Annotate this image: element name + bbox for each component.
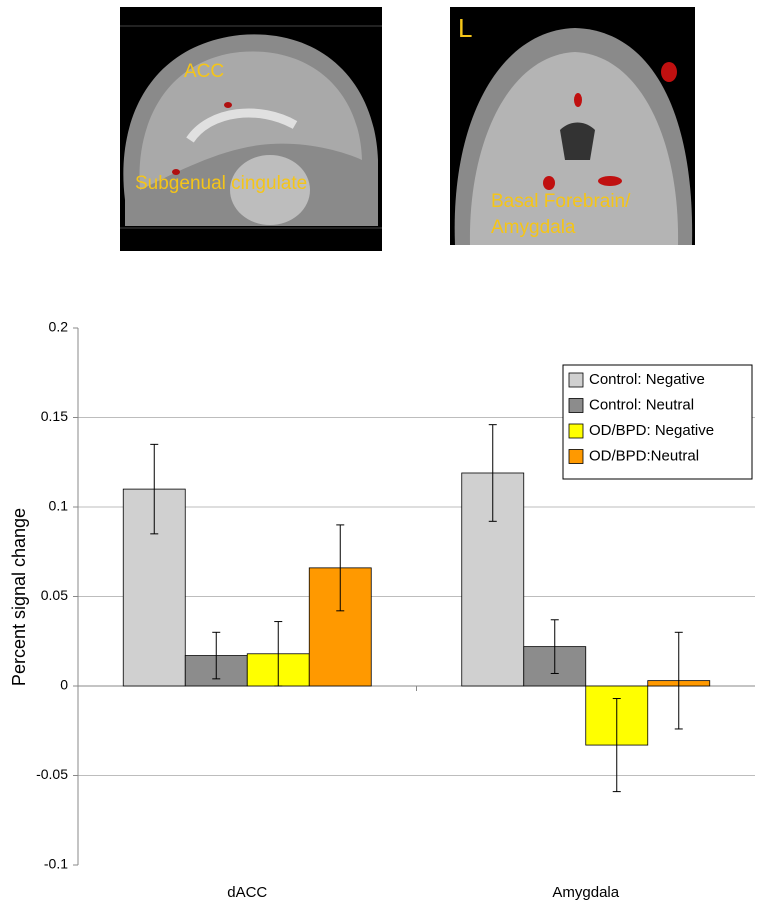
- legend-swatch: [568, 398, 584, 413]
- brain-cortex: [139, 51, 362, 191]
- legend-box: [562, 364, 753, 480]
- error-bar: [550, 619, 559, 674]
- y-tick-label: 0.1: [49, 498, 69, 514]
- image-label: ACC: [184, 61, 224, 82]
- x-tick-label: dACC: [227, 884, 267, 901]
- corpus-callosum: [186, 108, 298, 143]
- error-bar: [150, 443, 159, 535]
- error-bar: [274, 621, 283, 687]
- y-tick-label: 0: [60, 677, 68, 693]
- error-bar: [674, 631, 683, 730]
- legend-swatch: [568, 449, 584, 464]
- y-tick-label: -0.1: [44, 856, 68, 872]
- chart: -0.1 -0.05 0 0.05 0.1 0.15 0.2 dACC Amygdala Cont…: [36, 319, 755, 901]
- legend-label: OD/BPD: Negative: [589, 422, 714, 439]
- image-label: Amygdala: [491, 217, 576, 238]
- brainstem: [230, 155, 310, 225]
- activation: [543, 176, 555, 190]
- legend-label: Control: Neutral: [589, 396, 694, 413]
- legend-label: OD/BPD:Neutral: [589, 447, 699, 464]
- ventricles: [560, 122, 595, 160]
- image-label: Subgenual cingulate: [135, 173, 307, 194]
- activation: [661, 62, 677, 82]
- y-tick-label: 0.2: [49, 319, 69, 335]
- y-tick-label: 0.15: [41, 408, 68, 424]
- y-axis-label: Percent signal change: [9, 508, 29, 686]
- activation: [574, 93, 582, 107]
- error-bar: [612, 698, 621, 793]
- legend-label: Control: Negative: [589, 371, 705, 388]
- image-label: L: [458, 13, 472, 43]
- legend-swatch: [568, 372, 584, 388]
- y-tick-label: -0.05: [36, 766, 68, 782]
- sagittal-image: ACC Subgenual cingulate: [120, 7, 382, 251]
- activation: [224, 102, 232, 108]
- activation: [598, 176, 622, 186]
- legend-swatch: [568, 423, 584, 439]
- error-bar: [488, 424, 497, 522]
- error-bar: [336, 524, 345, 612]
- x-tick-label: Amygdala: [552, 884, 619, 901]
- error-bar: [212, 631, 221, 680]
- image-label: Basal Forebrain/: [491, 191, 631, 212]
- y-tick-label: 0.05: [41, 587, 68, 603]
- activation: [172, 169, 180, 175]
- coronal-image: L Basal Forebrain/ Amygdala: [450, 7, 695, 245]
